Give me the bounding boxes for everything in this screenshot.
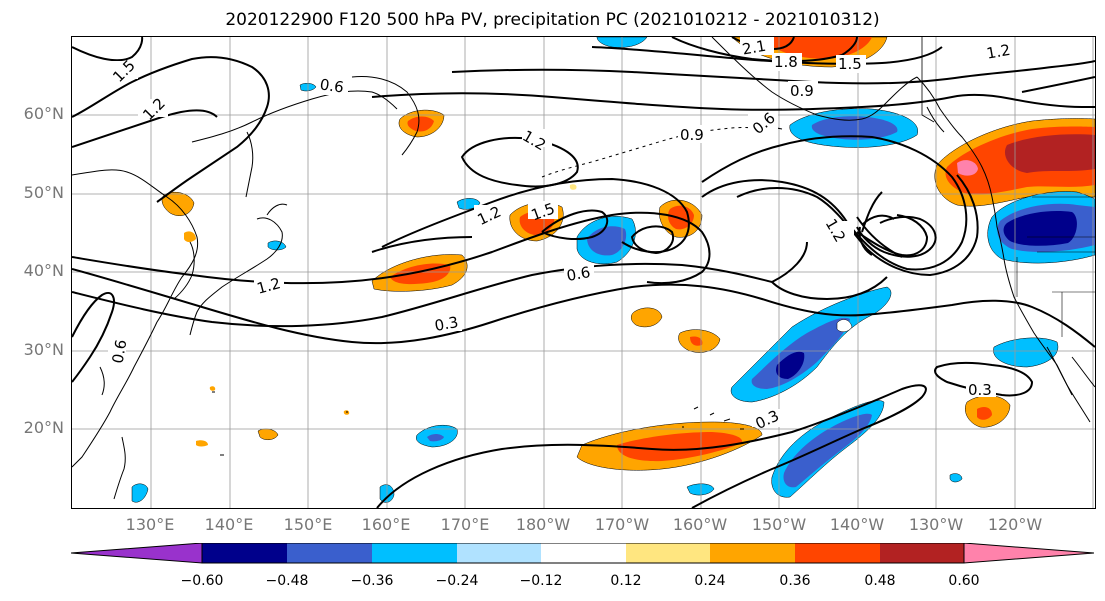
lon-label-140e: 140°E <box>204 515 254 534</box>
colorbar-tick-neg-0.36: −0.36 <box>350 573 394 589</box>
contour-label-1.8: 1.8 <box>774 53 798 71</box>
colorbar-tick-neg-0.24: −0.24 <box>435 573 479 589</box>
colorbar-tick-neg-0.12: −0.12 <box>519 573 563 589</box>
precip-negative-shading <box>131 37 1095 503</box>
map-title: 2020122900 F120 500 hPa PV, precipitatio… <box>225 10 880 30</box>
colorbar-tick-neg-0.60: −0.60 <box>180 573 224 589</box>
lon-label-160w: 160°W <box>672 515 728 534</box>
lon-label-130w: 130°W <box>908 515 964 534</box>
contour-label-upper-1.2: 1.2 <box>985 41 1012 63</box>
colorbar-bin-2 <box>287 543 372 563</box>
contour-label-mid-0.9: 0.9 <box>680 126 704 144</box>
colorbar-bin-1 <box>202 543 287 563</box>
contour-label-west-1.2: 1.2 <box>139 94 169 124</box>
colorbar-bin-7 <box>710 543 795 563</box>
lon-label-170w: 170°W <box>594 515 650 534</box>
lon-label-130e: 130°E <box>125 515 175 534</box>
contour-label-east-0.3: 0.3 <box>968 381 992 399</box>
contour-label-japan-1.2: 1.2 <box>255 274 283 298</box>
contour-label-upper-0.9: 0.9 <box>790 82 814 100</box>
colorbar-bin-3 <box>372 543 457 563</box>
lat-label-40n: 40°N <box>23 261 64 280</box>
colorbar-bin-8 <box>795 543 880 563</box>
lon-label-120w: 120°W <box>987 515 1043 534</box>
lat-label-60n: 60°N <box>23 104 64 123</box>
lat-label-50n: 50°N <box>23 183 64 202</box>
colorbar-upper-extension <box>963 543 1094 564</box>
contour-label-0.3: 0.3 <box>433 313 460 335</box>
lon-label-160e: 160°E <box>361 515 411 534</box>
lon-label-140w: 140°W <box>829 515 885 534</box>
contour-label-0.6: 0.6 <box>565 263 592 285</box>
contour-label-west-0.6: 0.6 <box>109 338 131 365</box>
lat-label-30n: 30°N <box>23 340 64 359</box>
colorbar-bin-4 <box>457 543 541 563</box>
colorbar <box>71 543 1094 564</box>
colorbar-bin-6 <box>626 543 710 563</box>
colorbar-tick-0.24: 0.24 <box>694 573 726 589</box>
lat-label-20n: 20°N <box>23 418 64 437</box>
contour-labels: 1.5 1.2 0.6 2.1 1.8 1.5 1.2 0.9 0.9 1.2 … <box>108 37 1014 433</box>
colorbar-tick-0.48: 0.48 <box>864 573 896 589</box>
colorbar-tick-0.36: 0.36 <box>779 573 811 589</box>
map-canvas: 1.5 1.2 0.6 2.1 1.8 1.5 1.2 0.9 0.9 1.2 … <box>72 37 1095 508</box>
lon-label-170e: 170°E <box>440 515 490 534</box>
lon-label-180w: 180°W <box>515 515 571 534</box>
colorbar-tick-neg-0.48: −0.48 <box>265 573 309 589</box>
contour-label-2.1: 2.1 <box>741 37 768 59</box>
colorbar-bin-9 <box>880 543 964 563</box>
colorbar-bin-5 <box>541 543 626 563</box>
colorbar-tick-0.60: 0.60 <box>948 573 980 589</box>
contour-label-upper-1.5: 1.5 <box>838 55 862 73</box>
lon-label-150w: 150°W <box>751 515 807 534</box>
contour-label-kamchatka-0.6: 0.6 <box>319 75 345 96</box>
pv-contours <box>72 37 1095 508</box>
colorbar-lower-extension <box>71 543 203 564</box>
colorbar-tick-0.12: 0.12 <box>610 573 642 589</box>
map-panel: 1.5 1.2 0.6 2.1 1.8 1.5 1.2 0.9 0.9 1.2 … <box>71 36 1096 509</box>
lon-label-150e: 150°E <box>283 515 333 534</box>
